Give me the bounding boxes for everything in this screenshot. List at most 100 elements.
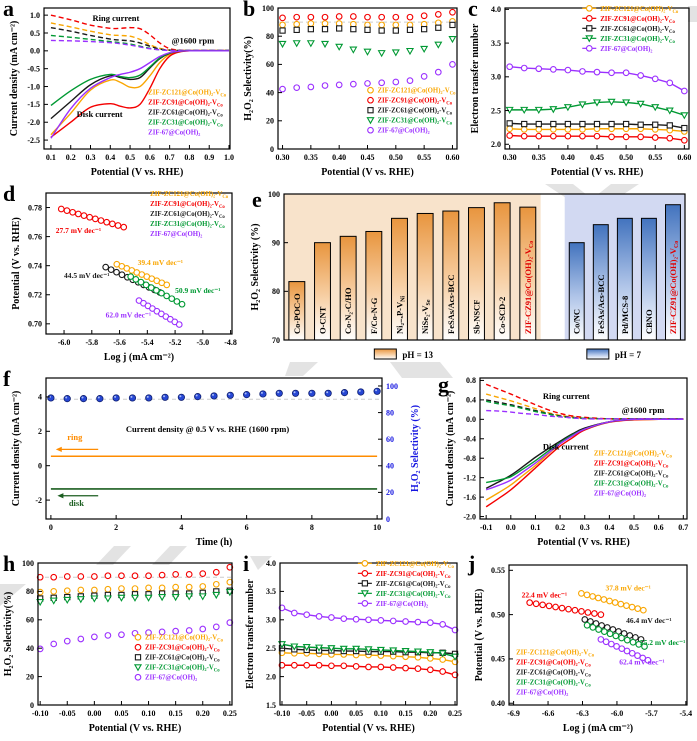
svg-text:Potential (V vs. RHE): Potential (V vs. RHE): [11, 217, 22, 310]
svg-text:1.0: 1.0: [224, 153, 234, 162]
svg-text:ZIF-ZC31@Co(OH)₂-VCo: ZIF-ZC31@Co(OH)₂-VCo: [516, 680, 591, 689]
svg-text:0.74: 0.74: [28, 261, 42, 270]
svg-text:0.20: 0.20: [423, 709, 437, 718]
rrde-plot-ph13: 0.1 0.2 0.3 0.4 0.5 0.6 0.7 0.8 0.9 1.0 -2.5 -2.0 -1…: [9, 7, 234, 178]
svg-text:-0.8: -0.8: [463, 454, 476, 463]
svg-text:ZIF-ZC31@Co(OH)₂-VCo: ZIF-ZC31@Co(OH)₂-VCo: [150, 221, 225, 230]
svg-text:Current density (mA cm⁻²): Current density (mA cm⁻²): [445, 391, 456, 507]
watermark-shape: [390, 362, 453, 378]
tafel-plot-ph13: -6.0 -5.8 -5.6 -5.4 -5.2 -5.0 -4.8 0.70 0.72 0.74…: [11, 191, 237, 363]
watermark-shape: [285, 362, 318, 376]
svg-text:0.30: 0.30: [503, 153, 517, 162]
panel-letter-g: g: [438, 372, 449, 397]
svg-text:-5.6: -5.6: [113, 338, 126, 347]
svg-text:8: 8: [310, 523, 314, 532]
svg-text:ZIF-ZC91@Co(OH)₂-VCo: ZIF-ZC91@Co(OH)₂-VCo: [148, 100, 223, 109]
svg-text:H₂O₂ Selectivity(%): H₂O₂ Selectivity(%): [3, 592, 14, 677]
svg-text:-6.0: -6.0: [58, 338, 71, 347]
svg-text:-0.1: -0.1: [480, 523, 493, 532]
svg-text:-6.6: -6.6: [542, 709, 555, 718]
watermark-shape: [250, 556, 272, 570]
svg-text:ZIF-ZC91@Co(OH)₂-VCo: ZIF-ZC91@Co(OH)₂-VCo: [145, 645, 220, 654]
svg-text:27.7 mV dec⁻¹: 27.7 mV dec⁻¹: [56, 226, 101, 235]
svg-text:40: 40: [266, 88, 274, 97]
panel-letter-b: b: [243, 0, 256, 21]
svg-text:0.35: 0.35: [304, 153, 318, 162]
svg-text:70: 70: [272, 336, 280, 345]
svg-text:Potential (V vs. RHE): Potential (V vs. RHE): [322, 723, 415, 734]
svg-text:Potential (V vs. RHE): Potential (V vs. RHE): [91, 167, 184, 178]
svg-text:20: 20: [26, 672, 34, 681]
svg-text:0.05: 0.05: [349, 709, 363, 718]
svg-text:3.0: 3.0: [491, 73, 501, 82]
svg-text:22.4 mV dec⁻¹: 22.4 mV dec⁻¹: [522, 590, 567, 599]
svg-text:0.40: 0.40: [491, 699, 505, 708]
svg-text:0.6: 0.6: [654, 523, 664, 532]
svg-text:0.0: 0.0: [506, 523, 516, 532]
svg-text:0.9: 0.9: [204, 153, 214, 162]
svg-text:2.0: 2.0: [266, 672, 276, 681]
svg-text:3.0: 3.0: [266, 616, 276, 625]
svg-text:ZIF-ZC121@Co(OH)₂-VCo: ZIF-ZC121@Co(OH)₂-VCo: [600, 6, 679, 15]
svg-text:0.7: 0.7: [165, 153, 175, 162]
svg-text:0.8: 0.8: [466, 376, 476, 385]
svg-text:0.4: 0.4: [466, 396, 476, 405]
svg-text:Ni₂₋ₓP-VNi: Ni₂₋ₓP-VNi: [394, 296, 406, 334]
svg-text:0.1: 0.1: [46, 153, 56, 162]
svg-text:0.1: 0.1: [530, 523, 540, 532]
svg-text:-5.7: -5.7: [645, 709, 658, 718]
svg-text:Potential (V vs. RHE): Potential (V vs. RHE): [89, 723, 182, 734]
panel-e: e Co-POC-O O-CNT Co-N₂-C/HO F/Co-N-G Ni₂₋ₓP-…: [240, 185, 697, 370]
svg-text:0.10: 0.10: [142, 709, 156, 718]
svg-text:0.0: 0.0: [30, 47, 40, 56]
svg-text:pH = 13: pH = 13: [402, 350, 433, 360]
svg-text:50.9 mV dec⁻¹: 50.9 mV dec⁻¹: [175, 286, 220, 295]
svg-text:Ring current: Ring current: [92, 13, 139, 23]
svg-text:44.5 mV dec⁻¹: 44.5 mV dec⁻¹: [64, 271, 109, 280]
svg-text:0.20: 0.20: [196, 709, 210, 718]
svg-text:ZIF-ZC121@Co(OH)₂-VCo: ZIF-ZC121@Co(OH)₂-VCo: [516, 650, 595, 659]
watermark-shape: [96, 546, 131, 565]
svg-text:100: 100: [262, 4, 274, 13]
svg-text:Potential (V vs. RHE): Potential (V vs. RHE): [474, 589, 485, 682]
svg-text:@1600 rpm: @1600 rpm: [622, 405, 665, 415]
svg-text:Potential (V vs. RHE): Potential (V vs. RHE): [321, 167, 414, 178]
svg-text:0.55: 0.55: [648, 153, 662, 162]
svg-text:-4.8: -4.8: [224, 338, 237, 347]
svg-text:ZIF-CZ91@Co(OH)₂-VCo: ZIF-CZ91@Co(OH)₂-VCo: [668, 241, 680, 334]
svg-text:6: 6: [245, 523, 249, 532]
svg-text:20: 20: [266, 117, 274, 126]
watermark-shape: [545, 184, 639, 212]
svg-text:ZIF-ZC61@Co(OH)₂-VCo: ZIF-ZC61@Co(OH)₂-VCo: [516, 670, 591, 679]
svg-text:ZIF-ZC91@Co(OH)₂-VCo: ZIF-ZC91@Co(OH)₂-VCo: [378, 98, 453, 107]
svg-text:0.10: 0.10: [374, 709, 388, 718]
svg-text:ZIF-67@Co(OH)₂: ZIF-67@Co(OH)₂: [376, 601, 428, 608]
svg-text:-5.4: -5.4: [141, 338, 154, 347]
svg-text:60: 60: [26, 616, 34, 625]
svg-text:0.45: 0.45: [590, 153, 604, 162]
svg-text:39.4 mV dec⁻¹: 39.4 mV dec⁻¹: [138, 258, 183, 267]
svg-text:Co-N₂-C/HO: Co-N₂-C/HO: [343, 287, 353, 334]
panel-letter-h: h: [3, 551, 16, 576]
svg-text:0.15: 0.15: [169, 709, 183, 718]
svg-text:0.05: 0.05: [114, 709, 128, 718]
svg-text:0.2: 0.2: [555, 523, 565, 532]
svg-text:2.5: 2.5: [266, 644, 276, 653]
svg-text:4.0: 4.0: [491, 5, 501, 14]
svg-text:0.3: 0.3: [86, 153, 96, 162]
panel-letter-a: a: [3, 0, 14, 21]
svg-text:ZIF-CZ91@Co(OH)₂-VCo: ZIF-CZ91@Co(OH)₂-VCo: [523, 241, 535, 334]
panel-b: b 0.30 0.35 0.40 0.45 0.50 0.55 0.60 0 20 40 60 80 1…: [240, 0, 465, 185]
svg-text:Potential (V vs. RHE): Potential (V vs. RHE): [537, 537, 630, 548]
svg-text:ZIF-67@Co(OH)₂: ZIF-67@Co(OH)₂: [516, 690, 568, 697]
svg-text:ZIF-67@Co(OH)₂: ZIF-67@Co(OH)₂: [150, 231, 202, 238]
svg-text:0.40: 0.40: [561, 153, 575, 162]
svg-text:0: 0: [49, 523, 53, 532]
svg-text:ZIF-ZC31@Co(OH)₂-VCo: ZIF-ZC31@Co(OH)₂-VCo: [145, 665, 220, 674]
svg-text:0.2: 0.2: [66, 153, 76, 162]
svg-text:@1600 rpm: @1600 rpm: [172, 36, 215, 46]
svg-text:40: 40: [386, 462, 394, 471]
svg-text:ZIF-ZC61@Co(OH)₂-VCo: ZIF-ZC61@Co(OH)₂-VCo: [150, 211, 225, 220]
svg-text:20: 20: [386, 488, 394, 497]
